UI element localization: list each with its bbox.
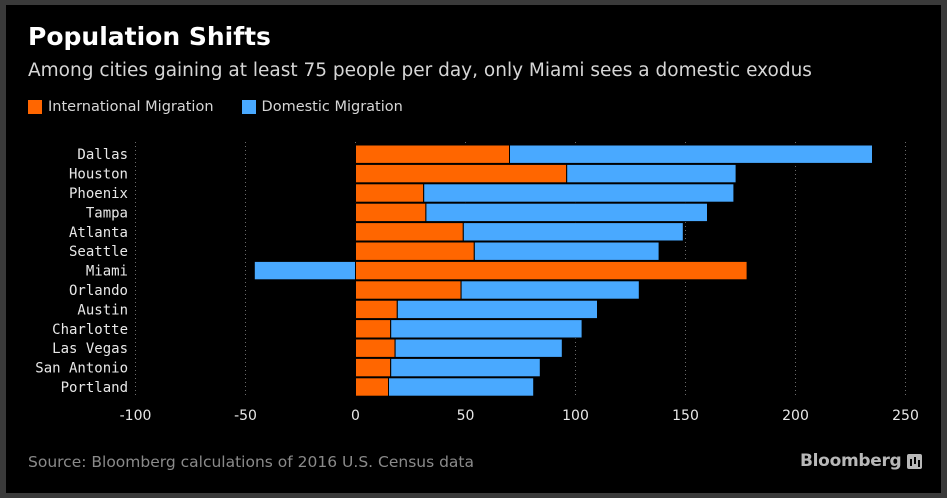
category-label: San Antonio [35, 361, 128, 377]
bar-domestic [388, 377, 535, 397]
category-label: Orlando [69, 283, 128, 299]
brand-name: Bloomberg [800, 451, 902, 471]
legend-label-domestic: Domestic Migration [261, 99, 403, 115]
category-label: Seattle [69, 244, 128, 260]
bar-domestic [423, 183, 735, 203]
x-tick-label: 250 [892, 408, 919, 424]
bar-domestic [509, 144, 873, 164]
bar-domestic [473, 241, 660, 261]
category-label: Houston [69, 167, 128, 183]
brand-logo: Bloomberg [800, 451, 923, 471]
category-label: Miami [86, 264, 128, 280]
bar-international [355, 260, 748, 281]
legend-item-international: International Migration [28, 99, 214, 115]
bar-domestic [394, 338, 563, 358]
bar-domestic [566, 163, 737, 184]
bar-domestic [425, 202, 708, 223]
x-tick-label: 150 [672, 408, 699, 424]
bar-domestic [253, 260, 356, 281]
bar-domestic [390, 357, 541, 378]
bar-international [355, 144, 510, 164]
legend: International Migration Domestic Migrati… [28, 97, 431, 117]
legend-label-international: International Migration [48, 99, 214, 115]
bar-international [355, 163, 568, 184]
category-label: Atlanta [69, 225, 128, 241]
category-label: Phoenix [69, 186, 128, 202]
x-tick-label: 50 [457, 408, 475, 424]
bloomberg-chart-icon [907, 453, 923, 469]
bar-international [355, 377, 389, 397]
bar-domestic [390, 319, 583, 339]
category-label: Portland [61, 380, 128, 396]
bar-domestic [462, 222, 684, 242]
bar-domestic [460, 280, 640, 300]
bar-international [355, 183, 425, 203]
category-label: Tampa [86, 205, 128, 221]
legend-swatch-domestic [241, 100, 256, 114]
bar-domestic [396, 299, 598, 320]
chart-subtitle: Among cities gaining at least 75 people … [28, 60, 812, 81]
source-note: Source: Bloomberg calculations of 2016 U… [28, 453, 475, 471]
bar-international [355, 357, 392, 378]
bar-international [355, 319, 392, 339]
bar-international [355, 241, 475, 261]
bar-international [355, 202, 427, 223]
category-label: Austin [77, 302, 128, 318]
bar-international [355, 338, 396, 358]
category-label: Charlotte [52, 322, 128, 338]
legend-swatch-international [28, 100, 42, 114]
bar-international [355, 222, 464, 242]
x-tick-label: 100 [562, 408, 589, 424]
x-tick-label: -100 [120, 408, 152, 424]
chart-title: Population Shifts [28, 22, 271, 51]
x-tick-label: 0 [351, 408, 360, 424]
category-label: Las Vegas [52, 341, 128, 357]
category-label: Dallas [77, 147, 128, 163]
x-tick-label: -50 [234, 408, 257, 424]
bar-international [355, 280, 462, 300]
x-tick-label: 200 [782, 408, 809, 424]
bar-international [355, 299, 398, 320]
legend-item-domestic: Domestic Migration [241, 99, 403, 115]
